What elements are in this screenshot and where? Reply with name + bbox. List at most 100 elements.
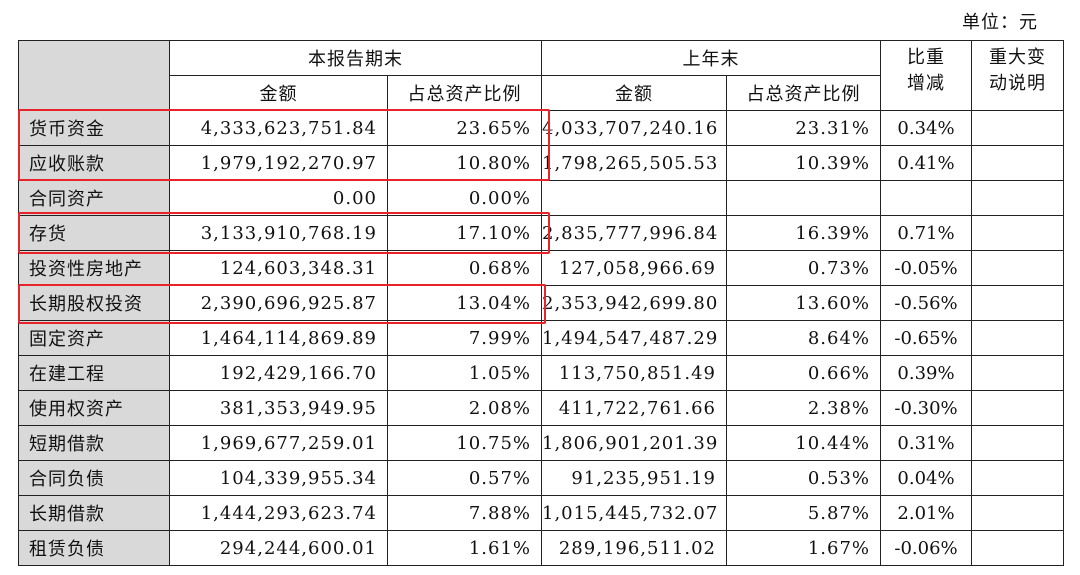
prior-ratio-cell: 2.38% bbox=[726, 390, 881, 426]
weight-change-cell: 0.41% bbox=[880, 145, 972, 181]
prior-ratio-cell bbox=[726, 180, 881, 216]
item-cell: 合同资产 bbox=[18, 180, 170, 216]
prior-amount-cell: 1,015,445,732.07 bbox=[541, 495, 727, 531]
current-amount-cell: 1,969,677,259.01 bbox=[169, 425, 388, 461]
table-row: 短期借款 1,969,677,259.01 10.75% 1,806,901,201.… bbox=[18, 425, 1064, 461]
item-cell: 合同负债 bbox=[18, 460, 170, 496]
item-cell: 租赁负债 bbox=[18, 530, 170, 566]
prior-amount-cell: 411,722,761.66 bbox=[541, 390, 727, 426]
major-change-note-cell bbox=[971, 530, 1064, 566]
major-change-note-cell bbox=[971, 180, 1064, 216]
current-amount-cell: 4,333,623,751.84 bbox=[169, 110, 388, 146]
weight-change-cell: 0.71% bbox=[880, 215, 972, 251]
prior-ratio-cell: 13.60% bbox=[726, 285, 881, 321]
current-amount-cell: 104,339,955.34 bbox=[169, 460, 388, 496]
table-row: 合同负债 104,339,955.34 0.57% 91,235,951.19 0.53… bbox=[18, 460, 1064, 496]
current-ratio-cell: 0.68% bbox=[387, 250, 542, 286]
header-row-1: 本报告期末 上年末 比重增减 重大变动说明 bbox=[18, 40, 1064, 111]
prior-ratio-cell: 0.53% bbox=[726, 460, 881, 496]
major-change-note-cell bbox=[971, 425, 1064, 461]
prior-amount-header: 金额 bbox=[541, 75, 727, 111]
current-amount-cell: 294,244,600.01 bbox=[169, 530, 388, 566]
major-change-note-cell bbox=[971, 390, 1064, 426]
current-amount-cell: 192,429,166.70 bbox=[169, 355, 388, 391]
major-change-note-cell bbox=[971, 355, 1064, 391]
prior-ratio-cell: 23.31% bbox=[726, 110, 881, 146]
balance-sheet-table: 本报告期末 上年末 比重增减 重大变动说明 金额 占总资产比例 金额 占总资产比… bbox=[18, 40, 1064, 566]
current-amount-cell: 2,390,696,925.87 bbox=[169, 285, 388, 321]
prior-amount-cell: 2,835,777,996.84 bbox=[541, 215, 727, 251]
prior-amount-cell: 1,806,901,201.39 bbox=[541, 425, 727, 461]
weight-change-cell: -0.06% bbox=[880, 530, 972, 566]
item-cell: 使用权资产 bbox=[18, 390, 170, 426]
prior-ratio-cell: 10.39% bbox=[726, 145, 881, 181]
current-ratio-cell: 10.75% bbox=[387, 425, 542, 461]
prior-amount-cell: 127,058,966.69 bbox=[541, 250, 727, 286]
major-change-note-cell bbox=[971, 285, 1064, 321]
prior-amount-cell: 1,494,547,487.29 bbox=[541, 320, 727, 356]
current-amount-header: 金额 bbox=[169, 75, 388, 111]
current-amount-cell: 3,133,910,768.19 bbox=[169, 215, 388, 251]
current-period-header: 本报告期末 bbox=[169, 40, 542, 76]
current-amount-cell: 1,979,192,270.97 bbox=[169, 145, 388, 181]
current-amount-cell: 1,444,293,623.74 bbox=[169, 495, 388, 531]
table-row: 固定资产 1,464,114,869.89 7.99% 1,494,547,487.2… bbox=[18, 320, 1064, 356]
table-row: 货币资金 4,333,623,751.84 23.65% 4,033,707,240.… bbox=[18, 110, 1064, 146]
weight-change-cell: 2.01% bbox=[880, 495, 972, 531]
prior-ratio-cell: 5.87% bbox=[726, 495, 881, 531]
table-row: 应收账款 1,979,192,270.97 10.80% 1,798,265,505.… bbox=[18, 145, 1064, 181]
current-ratio-cell: 7.88% bbox=[387, 495, 542, 531]
current-amount-cell: 124,603,348.31 bbox=[169, 250, 388, 286]
current-ratio-cell: 13.04% bbox=[387, 285, 542, 321]
prior-ratio-header: 占总资产比例 bbox=[726, 75, 881, 111]
weight-change-cell: 0.31% bbox=[880, 425, 972, 461]
weight-change-cell: -0.05% bbox=[880, 250, 972, 286]
weight-change-cell: 0.04% bbox=[880, 460, 972, 496]
weight-change-cell: 0.39% bbox=[880, 355, 972, 391]
prior-ratio-cell: 16.39% bbox=[726, 215, 881, 251]
table-row: 租赁负债 294,244,600.01 1.61% 289,196,511.02 1.6… bbox=[18, 530, 1064, 566]
prior-ratio-cell: 0.66% bbox=[726, 355, 881, 391]
item-cell: 货币资金 bbox=[18, 110, 170, 146]
table-row: 使用权资产 381,353,949.95 2.08% 411,722,761.66 2.… bbox=[18, 390, 1064, 426]
major-change-note-cell bbox=[971, 495, 1064, 531]
current-ratio-cell: 2.08% bbox=[387, 390, 542, 426]
weight-change-cell: -0.65% bbox=[880, 320, 972, 356]
prior-amount-cell: 1,798,265,505.53 bbox=[541, 145, 727, 181]
table-row: 投资性房地产 124,603,348.31 0.68% 127,058,966.69 0… bbox=[18, 250, 1064, 286]
table-row: 合同资产 0.00 0.00% bbox=[18, 180, 1064, 216]
major-change-note-cell bbox=[971, 460, 1064, 496]
weight-change-cell: -0.56% bbox=[880, 285, 972, 321]
item-cell: 短期借款 bbox=[18, 425, 170, 461]
current-ratio-cell: 10.80% bbox=[387, 145, 542, 181]
current-amount-cell: 0.00 bbox=[169, 180, 388, 216]
current-ratio-cell: 23.65% bbox=[387, 110, 542, 146]
table-row: 存货 3,133,910,768.19 17.10% 2,835,777,996.84… bbox=[18, 215, 1064, 251]
major-change-note-cell bbox=[971, 320, 1064, 356]
current-ratio-cell: 7.99% bbox=[387, 320, 542, 356]
prior-amount-cell: 113,750,851.49 bbox=[541, 355, 727, 391]
current-ratio-cell: 0.57% bbox=[387, 460, 542, 496]
prior-year-header: 上年末 bbox=[541, 40, 881, 76]
major-change-note-cell bbox=[971, 250, 1064, 286]
item-cell: 长期借款 bbox=[18, 495, 170, 531]
prior-amount-cell bbox=[541, 180, 727, 216]
current-ratio-cell: 1.61% bbox=[387, 530, 542, 566]
prior-amount-cell: 289,196,511.02 bbox=[541, 530, 727, 566]
table-row: 长期股权投资 2,390,696,925.87 13.04% 2,353,942,69… bbox=[18, 285, 1064, 321]
item-cell: 应收账款 bbox=[18, 145, 170, 181]
prior-ratio-cell: 8.64% bbox=[726, 320, 881, 356]
current-ratio-cell: 0.00% bbox=[387, 180, 542, 216]
prior-amount-cell: 4,033,707,240.16 bbox=[541, 110, 727, 146]
header-row-2: 金额 占总资产比例 金额 占总资产比例 bbox=[19, 75, 1064, 111]
unit-label: 单位：元 bbox=[962, 12, 1038, 33]
major-change-note-cell bbox=[971, 110, 1064, 146]
weight-change-cell: -0.30% bbox=[880, 390, 972, 426]
item-cell: 投资性房地产 bbox=[18, 250, 170, 286]
current-ratio-cell: 17.10% bbox=[387, 215, 542, 251]
prior-amount-cell: 2,353,942,699.80 bbox=[541, 285, 727, 321]
major-change-note-header: 重大变动说明 bbox=[971, 40, 1064, 111]
current-amount-cell: 1,464,114,869.89 bbox=[169, 320, 388, 356]
table-row: 在建工程 192,429,166.70 1.05% 113,750,851.49 0.6… bbox=[18, 355, 1064, 391]
current-ratio-cell: 1.05% bbox=[387, 355, 542, 391]
